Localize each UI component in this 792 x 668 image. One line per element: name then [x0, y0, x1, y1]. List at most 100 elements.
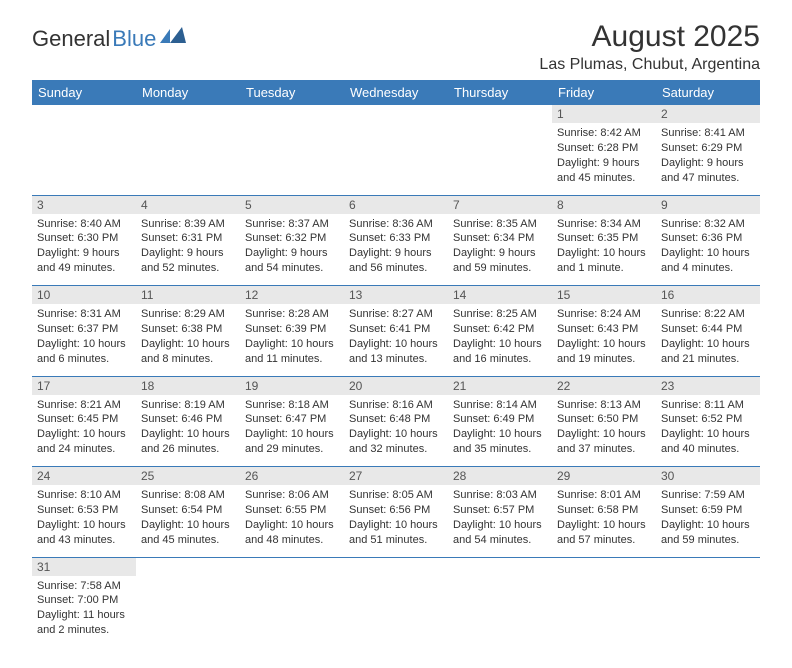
day-number: 10 — [32, 286, 136, 305]
daylight-line-2: and 40 minutes. — [661, 442, 755, 457]
sunrise-line: Sunrise: 8:34 AM — [557, 217, 651, 232]
calendar-body: 12Sunrise: 8:42 AMSunset: 6:28 PMDayligh… — [32, 105, 760, 648]
daylight-line-2: and 47 minutes. — [661, 171, 755, 186]
day-number — [448, 105, 552, 123]
daylight-line-1: Daylight: 10 hours — [349, 427, 443, 442]
day-cell: Sunrise: 8:34 AMSunset: 6:35 PMDaylight:… — [552, 214, 656, 286]
daylight-line-1: Daylight: 10 hours — [37, 427, 131, 442]
daylight-line-1: Daylight: 10 hours — [453, 518, 547, 533]
sunset-line: Sunset: 6:28 PM — [557, 141, 651, 156]
day-number: 18 — [136, 376, 240, 395]
sunset-line: Sunset: 6:53 PM — [37, 503, 131, 518]
sunrise-line: Sunrise: 8:16 AM — [349, 398, 443, 413]
day-cell: Sunrise: 8:06 AMSunset: 6:55 PMDaylight:… — [240, 485, 344, 557]
weekday-header: Monday — [136, 80, 240, 105]
daylight-line-2: and 8 minutes. — [141, 352, 235, 367]
daylight-line-2: and 48 minutes. — [245, 533, 339, 548]
title-month: August 2025 — [539, 20, 760, 54]
daylight-line-1: Daylight: 10 hours — [453, 337, 547, 352]
day-number: 25 — [136, 467, 240, 486]
day-cell-text: Sunrise: 8:36 AMSunset: 6:33 PMDaylight:… — [349, 217, 443, 276]
sunset-line: Sunset: 6:43 PM — [557, 322, 651, 337]
day-cell-text: Sunrise: 8:01 AMSunset: 6:58 PMDaylight:… — [557, 488, 651, 547]
daylight-line-1: Daylight: 9 hours — [661, 156, 755, 171]
day-cell: Sunrise: 8:19 AMSunset: 6:46 PMDaylight:… — [136, 395, 240, 467]
day-cell — [136, 123, 240, 195]
day-cell-text: Sunrise: 8:29 AMSunset: 6:38 PMDaylight:… — [141, 307, 235, 366]
daylight-line-2: and 19 minutes. — [557, 352, 651, 367]
daylight-line-1: Daylight: 9 hours — [349, 246, 443, 261]
sunrise-line: Sunrise: 7:59 AM — [661, 488, 755, 503]
day-cell-text: Sunrise: 8:27 AMSunset: 6:41 PMDaylight:… — [349, 307, 443, 366]
day-cell: Sunrise: 8:36 AMSunset: 6:33 PMDaylight:… — [344, 214, 448, 286]
daylight-line-2: and 37 minutes. — [557, 442, 651, 457]
day-cell-text: Sunrise: 8:19 AMSunset: 6:46 PMDaylight:… — [141, 398, 235, 457]
daylight-line-2: and 54 minutes. — [245, 261, 339, 276]
daylight-line-2: and 57 minutes. — [557, 533, 651, 548]
day-number — [240, 105, 344, 123]
day-cell: Sunrise: 8:13 AMSunset: 6:50 PMDaylight:… — [552, 395, 656, 467]
day-cell-text: Sunrise: 7:59 AMSunset: 6:59 PMDaylight:… — [661, 488, 755, 547]
day-cell-text: Sunrise: 8:14 AMSunset: 6:49 PMDaylight:… — [453, 398, 547, 457]
day-cell-text: Sunrise: 8:06 AMSunset: 6:55 PMDaylight:… — [245, 488, 339, 547]
daylight-line-2: and 43 minutes. — [37, 533, 131, 548]
sunrise-line: Sunrise: 8:06 AM — [245, 488, 339, 503]
daylight-line-2: and 59 minutes. — [453, 261, 547, 276]
sunset-line: Sunset: 6:56 PM — [349, 503, 443, 518]
sunrise-line: Sunrise: 8:29 AM — [141, 307, 235, 322]
day-cell: Sunrise: 8:42 AMSunset: 6:28 PMDaylight:… — [552, 123, 656, 195]
sunrise-line: Sunrise: 8:11 AM — [661, 398, 755, 413]
daylight-line-1: Daylight: 10 hours — [557, 518, 651, 533]
day-number: 17 — [32, 376, 136, 395]
daylight-line-1: Daylight: 10 hours — [245, 518, 339, 533]
daylight-line-1: Daylight: 9 hours — [37, 246, 131, 261]
daylight-line-2: and 29 minutes. — [245, 442, 339, 457]
day-cell-text: Sunrise: 8:34 AMSunset: 6:35 PMDaylight:… — [557, 217, 651, 276]
logo-text-general: General — [32, 26, 110, 52]
day-number: 2 — [656, 105, 760, 123]
sunset-line: Sunset: 6:34 PM — [453, 231, 547, 246]
day-number: 20 — [344, 376, 448, 395]
sunrise-line: Sunrise: 8:35 AM — [453, 217, 547, 232]
daylight-line-1: Daylight: 10 hours — [349, 337, 443, 352]
daylight-line-2: and 32 minutes. — [349, 442, 443, 457]
sunrise-line: Sunrise: 8:42 AM — [557, 126, 651, 141]
sunrise-line: Sunrise: 8:18 AM — [245, 398, 339, 413]
day-number: 28 — [448, 467, 552, 486]
daylight-line-2: and 16 minutes. — [453, 352, 547, 367]
day-number: 31 — [32, 557, 136, 576]
day-number: 22 — [552, 376, 656, 395]
weekday-header: Friday — [552, 80, 656, 105]
daylight-line-1: Daylight: 10 hours — [661, 246, 755, 261]
daylight-line-1: Daylight: 10 hours — [141, 337, 235, 352]
day-cell-text: Sunrise: 8:40 AMSunset: 6:30 PMDaylight:… — [37, 217, 131, 276]
calendar-table: Sunday Monday Tuesday Wednesday Thursday… — [32, 80, 760, 648]
page-header: GeneralBlue August 2025 Las Plumas, Chub… — [32, 20, 760, 74]
week-row: Sunrise: 8:40 AMSunset: 6:30 PMDaylight:… — [32, 214, 760, 286]
daylight-line-1: Daylight: 9 hours — [557, 156, 651, 171]
daylight-line-1: Daylight: 10 hours — [661, 427, 755, 442]
sunrise-line: Sunrise: 8:25 AM — [453, 307, 547, 322]
daylight-line-2: and 54 minutes. — [453, 533, 547, 548]
weekday-header: Saturday — [656, 80, 760, 105]
daynum-row: 31 — [32, 557, 760, 576]
day-cell-text: Sunrise: 8:35 AMSunset: 6:34 PMDaylight:… — [453, 217, 547, 276]
day-cell: Sunrise: 8:03 AMSunset: 6:57 PMDaylight:… — [448, 485, 552, 557]
day-cell-text: Sunrise: 8:22 AMSunset: 6:44 PMDaylight:… — [661, 307, 755, 366]
day-cell: Sunrise: 8:18 AMSunset: 6:47 PMDaylight:… — [240, 395, 344, 467]
day-cell: Sunrise: 8:14 AMSunset: 6:49 PMDaylight:… — [448, 395, 552, 467]
daylight-line-2: and 1 minute. — [557, 261, 651, 276]
daylight-line-2: and 26 minutes. — [141, 442, 235, 457]
day-number: 21 — [448, 376, 552, 395]
day-cell: Sunrise: 8:10 AMSunset: 6:53 PMDaylight:… — [32, 485, 136, 557]
day-number: 13 — [344, 286, 448, 305]
sunset-line: Sunset: 6:54 PM — [141, 503, 235, 518]
sunrise-line: Sunrise: 8:31 AM — [37, 307, 131, 322]
sunrise-line: Sunrise: 8:41 AM — [661, 126, 755, 141]
daylight-line-2: and 6 minutes. — [37, 352, 131, 367]
day-number: 27 — [344, 467, 448, 486]
weekday-header: Tuesday — [240, 80, 344, 105]
daynum-row: 10111213141516 — [32, 286, 760, 305]
day-cell-text: Sunrise: 8:24 AMSunset: 6:43 PMDaylight:… — [557, 307, 651, 366]
day-cell-text: Sunrise: 8:37 AMSunset: 6:32 PMDaylight:… — [245, 217, 339, 276]
